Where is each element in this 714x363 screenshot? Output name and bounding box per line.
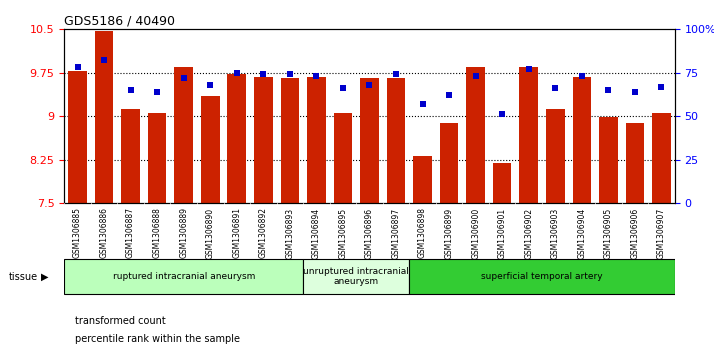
Text: GSM1306890: GSM1306890 [206, 208, 215, 258]
Point [311, 73, 322, 79]
Text: GSM1306905: GSM1306905 [604, 208, 613, 259]
Text: GSM1306903: GSM1306903 [550, 208, 560, 259]
Point [125, 87, 136, 93]
Text: GSM1306907: GSM1306907 [657, 208, 666, 259]
Bar [625, 123, 644, 203]
Point [576, 73, 588, 79]
Bar [254, 77, 273, 203]
Bar [493, 163, 511, 203]
Bar [599, 117, 618, 203]
Text: GSM1306895: GSM1306895 [338, 208, 348, 258]
Text: GSM1306885: GSM1306885 [73, 208, 82, 258]
Point [284, 72, 296, 77]
Bar [360, 78, 379, 203]
Point [258, 72, 269, 77]
Text: GSM1306888: GSM1306888 [153, 208, 161, 258]
Bar [546, 109, 565, 203]
Point [496, 111, 508, 117]
Point [603, 87, 614, 93]
Bar [387, 78, 406, 203]
Point [178, 75, 189, 81]
Bar [440, 123, 458, 203]
Bar [95, 31, 114, 203]
Text: unruptured intracranial
aneurysm: unruptured intracranial aneurysm [303, 266, 409, 286]
Point [72, 65, 84, 70]
Point [204, 82, 216, 88]
Bar [121, 109, 140, 203]
Text: GSM1306902: GSM1306902 [524, 208, 533, 258]
Bar [148, 113, 166, 203]
Text: GSM1306886: GSM1306886 [99, 208, 109, 258]
Text: GSM1306892: GSM1306892 [259, 208, 268, 258]
Bar [228, 74, 246, 203]
Text: GSM1306904: GSM1306904 [578, 208, 586, 259]
Bar [573, 77, 591, 203]
Text: superficial temporal artery: superficial temporal artery [481, 272, 603, 281]
Point [363, 82, 376, 88]
Bar [281, 78, 299, 203]
Point [151, 89, 163, 95]
Text: GDS5186 / 40490: GDS5186 / 40490 [64, 15, 175, 28]
Point [417, 101, 428, 107]
Bar [333, 113, 352, 203]
Text: GSM1306889: GSM1306889 [179, 208, 188, 258]
Text: GSM1306897: GSM1306897 [391, 208, 401, 258]
Bar [413, 156, 432, 203]
Text: percentile rank within the sample: percentile rank within the sample [75, 334, 240, 344]
Bar [652, 113, 670, 203]
Text: ▶: ▶ [41, 272, 49, 282]
Text: GSM1306899: GSM1306899 [445, 208, 453, 258]
Bar [69, 71, 87, 203]
Bar [201, 96, 219, 203]
Point [99, 57, 110, 63]
Point [443, 92, 455, 98]
Text: ruptured intracranial aneurysm: ruptured intracranial aneurysm [113, 272, 255, 281]
Text: GSM1306900: GSM1306900 [471, 208, 480, 259]
Point [231, 70, 243, 76]
Point [655, 83, 667, 89]
Text: GSM1306887: GSM1306887 [126, 208, 135, 258]
Text: GSM1306894: GSM1306894 [312, 208, 321, 258]
Point [550, 85, 561, 91]
Text: GSM1306893: GSM1306893 [286, 208, 294, 258]
Point [337, 85, 348, 91]
Point [629, 89, 640, 95]
Text: tissue: tissue [9, 272, 38, 282]
Point [523, 66, 535, 72]
Text: GSM1306901: GSM1306901 [498, 208, 507, 258]
Bar [174, 67, 193, 203]
Text: GSM1306896: GSM1306896 [365, 208, 374, 258]
Text: GSM1306891: GSM1306891 [232, 208, 241, 258]
Bar [520, 67, 538, 203]
Text: transformed count: transformed count [75, 316, 166, 326]
Point [391, 72, 402, 77]
Text: GSM1306906: GSM1306906 [630, 208, 640, 259]
Bar [409, 258, 675, 294]
Bar [466, 67, 485, 203]
Bar [303, 258, 409, 294]
Text: GSM1306898: GSM1306898 [418, 208, 427, 258]
Point [470, 73, 481, 79]
Bar [64, 258, 303, 294]
Bar [307, 77, 326, 203]
